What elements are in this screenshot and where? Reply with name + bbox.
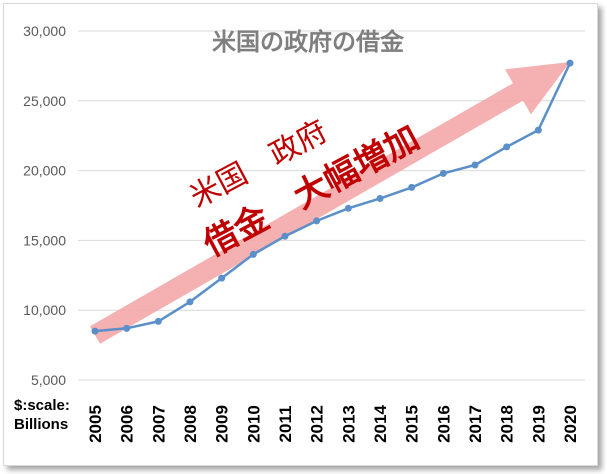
x-tick-label: 2007 [149,405,168,443]
data-point [408,183,416,191]
y-tick-label: 10,000 [23,302,66,318]
y-tick-label: 30,000 [23,23,66,39]
data-point [439,169,447,177]
y-tick-label: 25,000 [23,93,66,109]
x-tick-label: 2016 [434,405,453,443]
chart-title: 米国の政府の借金 [212,28,405,56]
data-point [376,195,384,203]
x-tick-label: 2020 [561,405,580,443]
series-path [94,62,572,333]
unit-label-line-1: $:scale: [14,397,70,414]
data-point [154,317,162,325]
x-tick-label: 2019 [529,405,548,443]
data-point [123,324,131,332]
data-point [218,274,226,282]
unit-label: $:scale: Billions [14,396,70,434]
data-point [534,126,542,134]
x-tick-label: 2012 [308,405,327,443]
y-tick-label: 20,000 [23,163,66,179]
data-point [344,204,352,212]
data-point [91,327,99,335]
data-point [566,59,574,67]
series-line [91,59,574,335]
x-tick-label: 2009 [213,405,232,443]
x-tick-label: 2017 [466,405,485,443]
y-axis-ticks: 5,000 10,000 15,000 20,000 25,000 30,000 [23,23,66,388]
data-point [186,298,194,306]
x-tick-label: 2006 [118,405,137,443]
x-tick-label: 2005 [86,405,105,443]
data-point [471,161,479,169]
x-tick-label: 2011 [276,406,295,443]
y-tick-label: 15,000 [23,232,66,248]
x-tick-label: 2014 [371,405,390,443]
x-tick-label: 2018 [498,405,517,443]
x-tick-label: 2013 [339,405,358,443]
data-point [503,143,511,151]
x-tick-label: 2008 [181,405,200,443]
x-tick-label: 2010 [244,405,263,443]
y-tick-label: 5,000 [31,372,66,388]
unit-label-line-2: Billions [14,416,69,433]
x-axis-ticks: 2005 2006 2007 2008 2009 2010 2011 2012 2013 2014… [86,405,580,443]
annotation-group: 米国 政府 借金 大幅増加 [184,114,426,266]
x-tick-label: 2015 [403,405,422,443]
trend-arrow [90,62,570,344]
gridlines [78,30,585,381]
data-point [249,250,257,258]
chart-frame [3,3,598,466]
data-point [313,217,321,225]
data-point [281,232,289,240]
